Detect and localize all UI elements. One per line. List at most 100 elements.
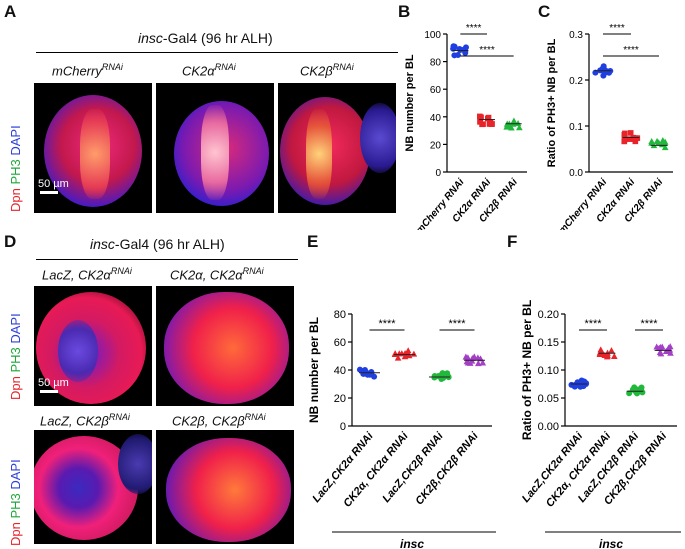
significance-label: **** xyxy=(640,318,658,330)
data-point xyxy=(627,136,633,142)
group-label: insc xyxy=(400,537,424,549)
y-tick-label: 20 xyxy=(334,393,346,405)
data-point xyxy=(661,138,669,145)
chart-f: 0.00 0.05 0.10 0.15 0.20 Ratio of PH3+ NB per… xyxy=(520,300,681,549)
panel-d-stain-label-top: Dpn PH3 DAPI xyxy=(8,313,23,400)
scalebar-label-a: 50 µm xyxy=(38,178,69,190)
data-point xyxy=(627,130,634,136)
data-point xyxy=(648,137,655,145)
micrograph-ck2b-ck2b xyxy=(156,430,294,544)
data-point xyxy=(510,117,518,124)
data-point xyxy=(516,124,523,131)
y-axis-label: Ratio of PH3+ NB per BL xyxy=(546,38,558,167)
data-point xyxy=(504,121,511,128)
panel-label-f: F xyxy=(507,232,518,251)
data-point xyxy=(603,351,611,358)
panel-label-a: A xyxy=(4,2,17,21)
significance-label: **** xyxy=(378,318,396,330)
data-point xyxy=(600,63,607,70)
data-point xyxy=(356,366,363,373)
col-ck2a-ck2a: CK2α, CK2αRNAi xyxy=(170,266,264,283)
data-point xyxy=(462,49,469,56)
data-point xyxy=(655,139,662,146)
data-point xyxy=(466,359,474,366)
col-ck2a: CK2αRNAi xyxy=(182,62,236,79)
y-tick-label: 0.1 xyxy=(569,122,583,133)
y-tick-label: 80 xyxy=(334,309,346,321)
data-point xyxy=(632,135,639,141)
data-point xyxy=(439,370,446,377)
y-tick-label: 0.10 xyxy=(538,365,559,377)
y-tick-label: 80 xyxy=(430,58,442,69)
col-lacz-ck2a: LacZ, CK2αRNAi xyxy=(42,266,132,283)
data-point xyxy=(477,118,483,125)
data-point xyxy=(431,373,438,380)
data-point xyxy=(622,130,628,137)
data-point xyxy=(480,121,486,127)
data-point xyxy=(469,354,476,362)
significance-label: **** xyxy=(466,23,482,34)
significance-label: **** xyxy=(623,45,639,56)
data-point xyxy=(611,352,618,359)
category-label: LacZ,CK2α RNAi xyxy=(310,430,376,505)
significance-label: **** xyxy=(609,23,625,34)
panel-a-stain-label: Dpn PH3 DAPI xyxy=(8,125,23,212)
y-tick-label: 60 xyxy=(334,337,346,349)
data-point xyxy=(454,52,461,59)
col-ck2b: CK2βRNAi xyxy=(300,62,354,79)
micrograph-mcherry: 50 µm xyxy=(34,83,152,213)
col-mcherry: mCherryRNAi xyxy=(52,62,123,79)
data-point xyxy=(464,354,472,361)
data-point xyxy=(578,377,585,384)
micrograph-ck2b xyxy=(278,83,396,213)
data-point xyxy=(450,43,457,50)
panel-label-e: E xyxy=(307,232,319,251)
y-tick-label: 0.3 xyxy=(569,30,583,41)
category-label: CK2α, CK2α RNAi xyxy=(341,429,411,509)
data-point xyxy=(597,346,605,353)
y-axis-label: NB number per BL xyxy=(404,54,416,151)
data-point xyxy=(391,350,399,357)
panel-label-d: D xyxy=(4,232,17,251)
data-point xyxy=(602,69,609,76)
data-point xyxy=(474,360,482,367)
data-point xyxy=(477,113,483,120)
col-lacz-ck2b: LacZ, CK2βRNAi xyxy=(40,412,130,429)
data-point xyxy=(577,383,584,390)
data-point xyxy=(394,354,402,361)
data-point xyxy=(661,144,669,151)
panel-label-b: B xyxy=(398,2,411,21)
col-ck2b-ck2b: CK2β, CK2βRNAi xyxy=(172,412,266,429)
significance-label: **** xyxy=(584,318,602,330)
y-axis-label: NB number per BL xyxy=(307,317,321,423)
data-point xyxy=(655,344,663,351)
significance-label: **** xyxy=(479,45,495,56)
micrograph-ck2a xyxy=(156,83,274,213)
data-point xyxy=(608,347,615,354)
micrograph-lacz-ck2a: 50 µm xyxy=(34,286,152,406)
data-point xyxy=(621,136,628,143)
y-tick-label: 0.0 xyxy=(569,168,583,179)
micrograph-ck2a-ck2a xyxy=(156,286,294,406)
scalebar-label-d: 50 µm xyxy=(38,377,69,389)
data-point xyxy=(626,390,633,397)
data-point xyxy=(487,119,494,125)
significance-label: **** xyxy=(448,318,466,330)
y-tick-label: 0.05 xyxy=(538,393,559,405)
y-tick-label: 0.00 xyxy=(538,421,559,433)
y-tick-label: 0 xyxy=(340,421,346,433)
y-tick-label: 40 xyxy=(430,113,442,124)
data-point xyxy=(479,359,487,366)
group-label: insc xyxy=(599,537,623,549)
data-point xyxy=(571,383,578,390)
data-point xyxy=(463,358,471,365)
category-label: LacZ,CK2β RNAi xyxy=(380,429,446,504)
panel-d-title: insc-Gal4 (96 hr ALH) xyxy=(90,236,225,252)
category-label: CK2β,CK2β RNAi xyxy=(413,429,481,507)
panel-d-stain-label-bottom: Dpn PH3 DAPI xyxy=(8,459,23,546)
data-point xyxy=(667,349,674,356)
y-tick-label: 0.15 xyxy=(538,337,559,349)
